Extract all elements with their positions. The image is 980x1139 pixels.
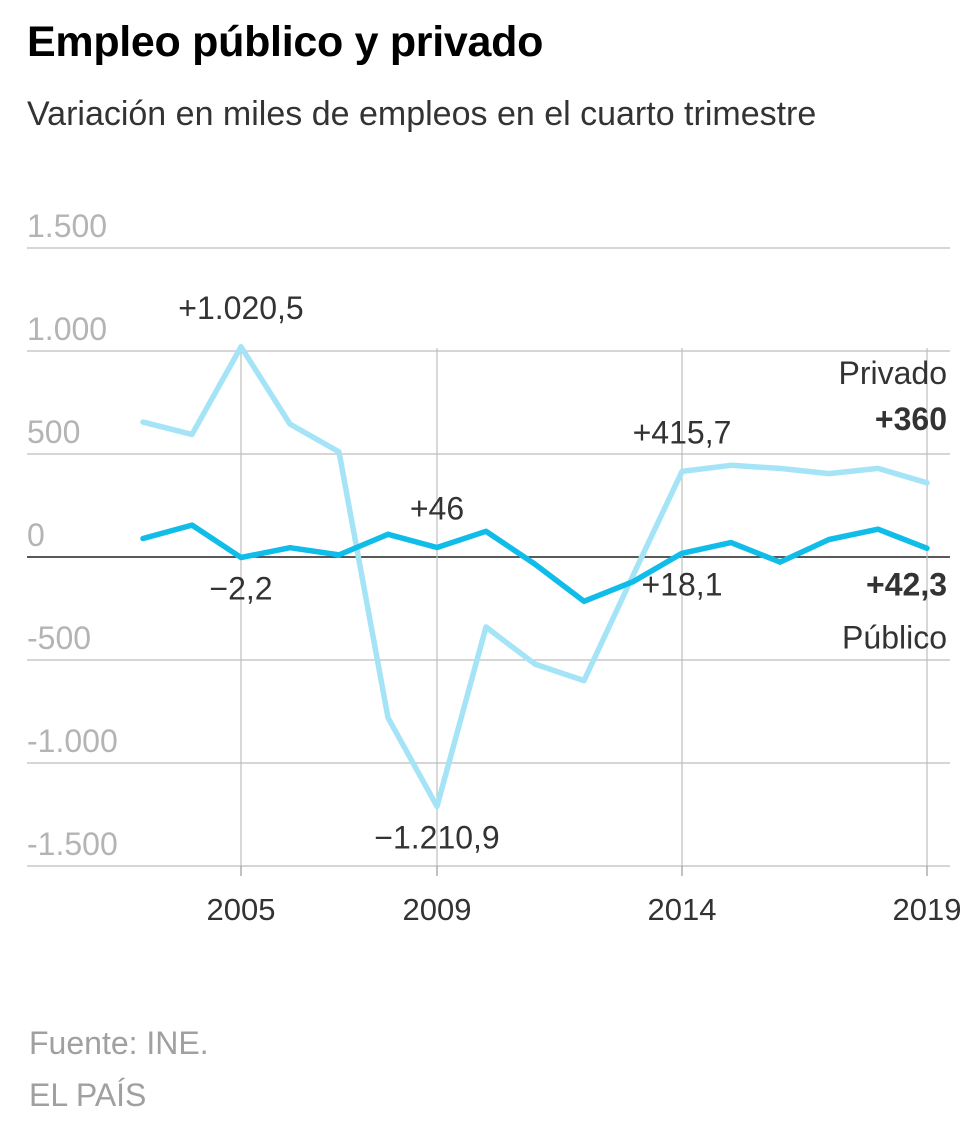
y-tick-label: -500 bbox=[27, 620, 91, 656]
y-tick-label: 500 bbox=[27, 414, 80, 450]
series-label-publico: Público bbox=[842, 619, 947, 655]
y-tick-label: 0 bbox=[27, 517, 45, 553]
series-line-privado bbox=[140, 344, 930, 810]
end-value-privado: +360 bbox=[875, 401, 947, 437]
chart-subtitle: Variación en miles de empleos en el cuar… bbox=[27, 95, 817, 133]
series-layer bbox=[140, 344, 930, 810]
x-tick-label: 2014 bbox=[648, 892, 717, 927]
x-tick-label: 2005 bbox=[207, 892, 276, 927]
brand-credit: EL PAÍS bbox=[29, 1077, 147, 1113]
end-value-publico: +42,3 bbox=[866, 566, 947, 602]
y-tick-label: 1.500 bbox=[27, 208, 107, 244]
label-layer: 2005 2009 2014 2019 +1.020,5 −1.210,9 +415,7 −2… bbox=[178, 290, 961, 927]
data-label: −2,2 bbox=[209, 570, 272, 606]
data-label: −1.210,9 bbox=[374, 819, 499, 855]
data-label: +415,7 bbox=[633, 414, 732, 450]
x-gridlines bbox=[240, 348, 928, 876]
grid-layer: 1.500 1.000 500 0 -500 -1.000 -1.500 bbox=[27, 208, 950, 867]
x-tick-label: 2009 bbox=[403, 892, 472, 927]
y-tick-label: -1.500 bbox=[27, 826, 118, 862]
data-label: +46 bbox=[410, 491, 464, 527]
data-label: +1.020,5 bbox=[178, 290, 303, 326]
series-line-publico bbox=[140, 522, 930, 605]
chart-title: Empleo público y privado bbox=[27, 18, 544, 66]
y-tick-label: -1.000 bbox=[27, 723, 118, 759]
x-tick-label: 2019 bbox=[893, 892, 962, 927]
y-tick-label: 1.000 bbox=[27, 311, 107, 347]
data-label: +18,1 bbox=[642, 566, 723, 602]
source-note: Fuente: INE. bbox=[29, 1025, 209, 1061]
series-label-privado: Privado bbox=[839, 355, 948, 391]
